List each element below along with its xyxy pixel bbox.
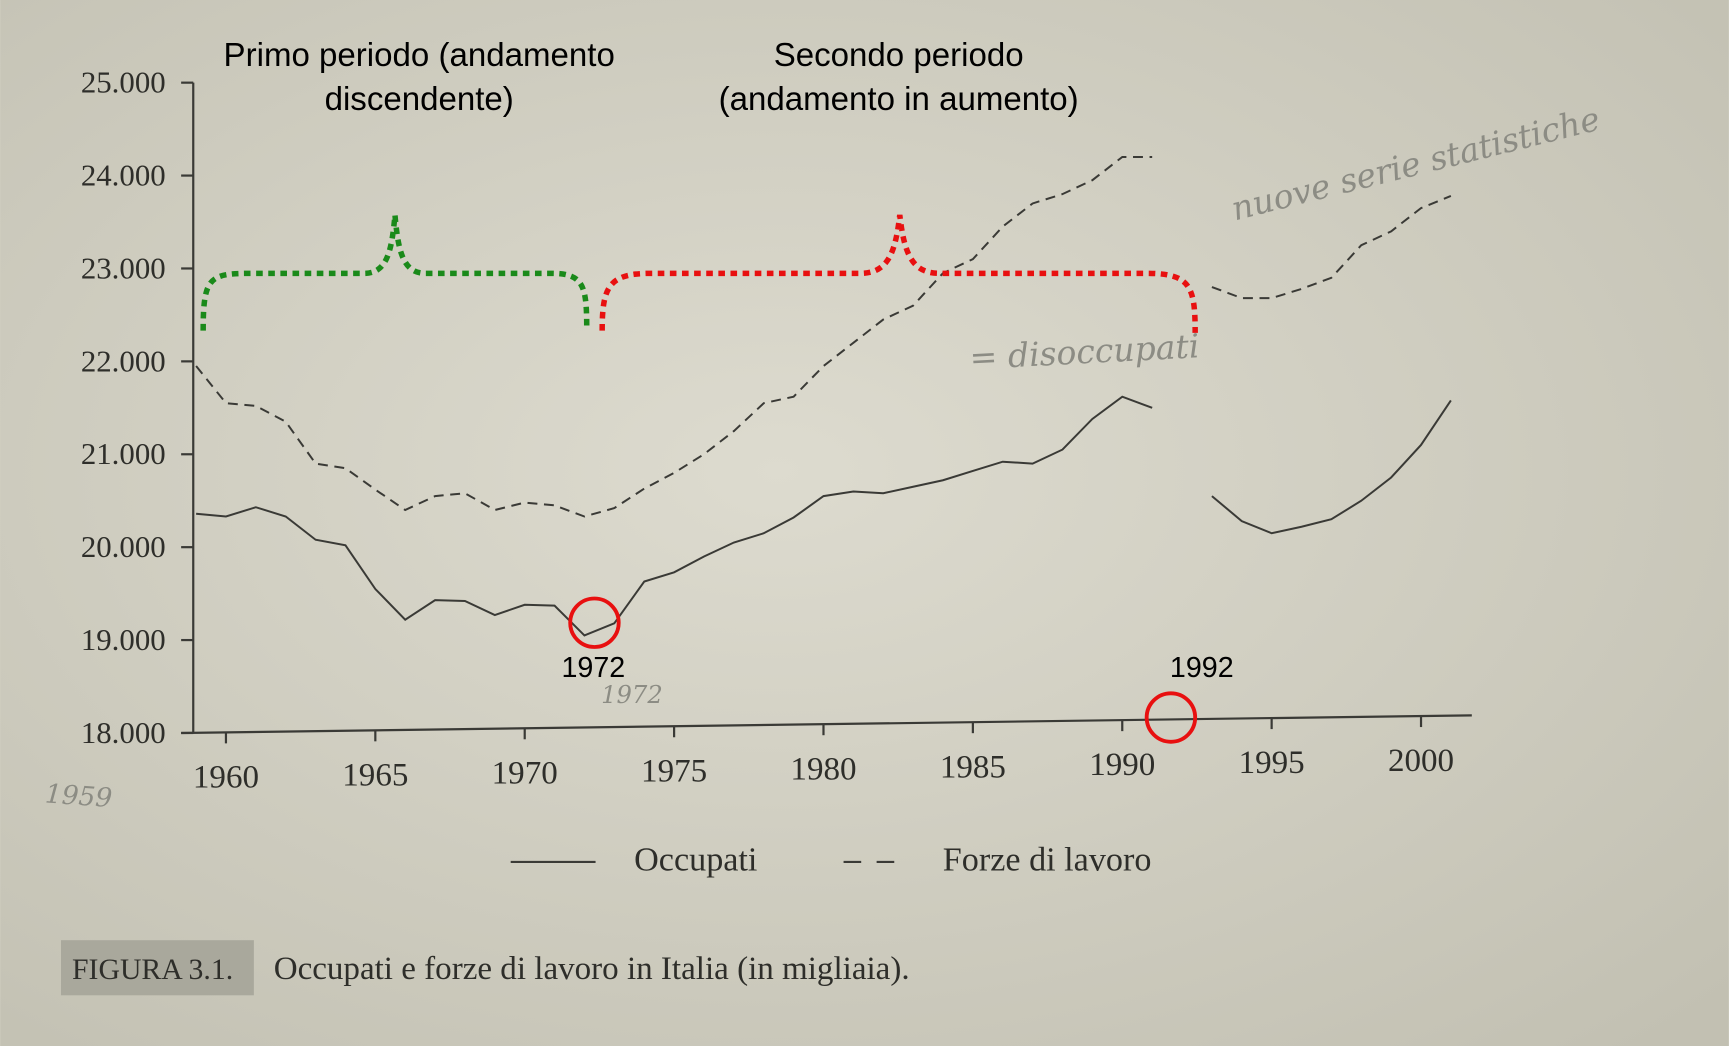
- legend-label: Occupati: [634, 842, 757, 879]
- x-tick-label: 2000: [1388, 743, 1454, 779]
- x-tick-label: 1965: [342, 757, 408, 793]
- highlight-circle: [1144, 691, 1198, 744]
- annotation: Secondo periodo (andamento in aumento): [719, 37, 1079, 118]
- legend-label: Forze di lavoro: [943, 842, 1152, 879]
- x-tick-label: 1980: [790, 751, 856, 787]
- x-axis: [181, 714, 1472, 735]
- line-series: [195, 155, 1452, 518]
- x-tick-label: 1975: [641, 753, 707, 789]
- y-tick-label: 18.000: [81, 716, 166, 750]
- caption-label-box: [60, 940, 254, 996]
- x-tick-label: 1970: [492, 755, 558, 791]
- annotation: 1992: [1170, 652, 1234, 684]
- handwritten-note: 1972: [601, 680, 663, 709]
- y-tick-label: 23.000: [81, 251, 166, 285]
- caption-label: FIGURA 3.1.: [72, 953, 233, 986]
- handwritten-note: 1959: [44, 778, 113, 814]
- caption: Occupati e forze di lavoro in Italia (in…: [274, 951, 910, 987]
- x-tick-label: 1960: [193, 759, 259, 795]
- plot: 18.000 19.000 20.000 21.000 22.000 23.000 24.0…: [81, 66, 1472, 879]
- annotation: Primo periodo (andamento discendente): [224, 37, 615, 118]
- highlight-circle: [568, 596, 621, 649]
- y-tick-label: 25.000: [81, 66, 166, 100]
- x-tick-label: 1985: [940, 749, 1006, 785]
- y-tick-label: 22.000: [81, 344, 166, 378]
- brace-first-period: [200, 214, 590, 331]
- annotation: 1972: [561, 652, 625, 684]
- y-tick-label: 20.000: [81, 530, 166, 564]
- y-tick-label: 19.000: [81, 623, 166, 657]
- line-series: [196, 395, 1452, 637]
- x-tick-label: 1995: [1239, 745, 1305, 781]
- brace-second-period: [599, 214, 1198, 333]
- x-tick-label: 1990: [1089, 747, 1155, 783]
- y-tick-label: 21.000: [81, 437, 166, 471]
- y-tick-label: 24.000: [81, 158, 166, 192]
